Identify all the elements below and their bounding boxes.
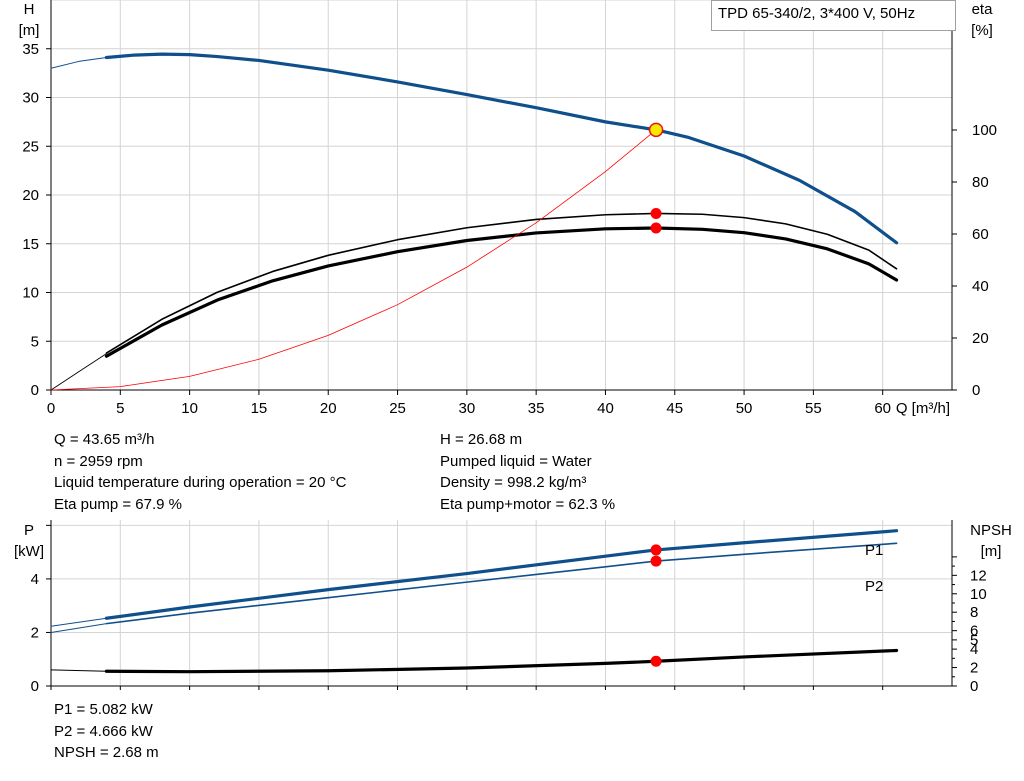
p-tick-label: 0 [31, 678, 39, 695]
npsh-tick-label: 2 [970, 660, 978, 677]
y-tick-label-right: 80 [972, 174, 989, 191]
x-tick-label: 40 [597, 400, 614, 417]
series-eta-total [104, 226, 899, 358]
x-tick-label: 30 [459, 400, 476, 417]
y-tick-label-right: 40 [972, 278, 989, 295]
npsh-value: NPSH = 2.68 m [54, 744, 159, 762]
p2-series-label: P2 [865, 578, 883, 595]
npsh-tick-label: 10 [970, 586, 987, 603]
liquid-temperature-value: Liquid temperature during operation = 20… [54, 474, 347, 492]
npsh-axis-title: NPSH [970, 522, 1012, 539]
info-top-left: Q = 43.65 m³/h n = 2959 rpm Liquid tempe… [54, 429, 346, 516]
x-tick-label: 5 [116, 400, 124, 417]
x-axis-label: Q [m³/h] [896, 400, 950, 417]
eta-total-value: Eta pump+motor = 62.3 % [440, 496, 616, 514]
series-H-ext [50, 57, 107, 69]
op-point-eta-pump [650, 207, 662, 219]
flow-value: Q = 43.65 m³/h [54, 431, 155, 448]
x-tick-label: 25 [389, 400, 406, 417]
npsh-tick-label: 4 [970, 641, 978, 658]
npsh-tick-label: 12 [970, 567, 987, 584]
y-tick-label-right: 60 [972, 226, 989, 243]
series-eta-pump [105, 212, 898, 354]
y-tick-label-left: 20 [22, 187, 39, 204]
npsh-tick-label: 5 [970, 632, 978, 649]
p1-value: P1 = 5.082 kW [54, 701, 153, 718]
series-eta-ext [50, 353, 107, 391]
p-axis-title: P [24, 522, 34, 539]
series-P1-ext [50, 617, 107, 627]
series-NPSH [104, 648, 899, 674]
pump-model-legend: TPD 65-340/2, 3*400 V, 50Hz [711, 0, 956, 31]
speed-value: n = 2959 rpm [54, 452, 143, 470]
eta-pump-value: Eta pump = 67.9 % [54, 496, 182, 514]
x-tick-label: 45 [666, 400, 683, 417]
x-tick-label: 0 [47, 400, 55, 417]
y-axis-unit-left: [m] [19, 22, 40, 39]
bottom-chart-grid [50, 520, 953, 686]
y-tick-label-left: 35 [22, 41, 39, 58]
head-value: H = 26.68 m [440, 431, 523, 448]
series-P1 [104, 529, 899, 620]
p-tick-label: 4 [31, 571, 39, 588]
y-axis-title-right: eta [972, 1, 994, 18]
p1-series-label: P1 [865, 542, 883, 559]
x-tick-label: 15 [251, 400, 268, 417]
series-P2-ext [50, 623, 107, 633]
series-H [104, 52, 899, 245]
pumped-liquid-value: Pumped liquid = Water [440, 452, 592, 470]
p-tick-label: 2 [31, 624, 39, 641]
y-tick-label-left: 30 [22, 90, 39, 107]
x-tick-label: 20 [320, 400, 337, 417]
y-tick-label-left: 0 [31, 382, 39, 399]
x-tick-label: 50 [736, 400, 753, 417]
series-P2 [105, 542, 898, 625]
op-point-p2 [650, 555, 662, 567]
x-tick-label: 60 [874, 400, 891, 417]
x-tick-label: 35 [528, 400, 545, 417]
info-top-right: H = 26.68 m Pumped liquid = Water Densit… [440, 429, 615, 516]
npsh-tick-label: 0 [970, 678, 978, 695]
y-tick-label-right: 20 [972, 330, 989, 347]
p2-value: P2 = 4.666 kW [54, 722, 153, 740]
npsh-tick-label: 8 [970, 604, 978, 621]
p-axis-unit: [kW] [14, 543, 44, 560]
npsh-tick-label: 6 [970, 623, 978, 640]
y-tick-label-left: 10 [22, 285, 39, 302]
y-tick-label-right: 100 [972, 122, 997, 139]
top-chart-grid [50, 0, 953, 390]
series-system-curve [50, 129, 657, 391]
info-bottom: P1 = 5.082 kW P2 = 4.666 kW NPSH = 2.68 … [54, 699, 159, 764]
op-point-head [648, 122, 664, 138]
y-tick-label-left: 15 [22, 236, 39, 253]
x-tick-label: 55 [805, 400, 822, 417]
x-tick-label: 10 [181, 400, 198, 417]
op-point-p1 [650, 544, 662, 556]
density-value: Density = 998.2 kg/m³ [440, 474, 587, 492]
npsh-axis-unit: [m] [981, 543, 1002, 560]
y-axis-unit-right: [%] [971, 22, 993, 39]
op-point-eta-total [650, 222, 662, 234]
series-NPSH-ext [50, 669, 107, 672]
y-tick-label-right: 0 [972, 382, 980, 399]
y-tick-label-left: 5 [31, 333, 39, 350]
y-axis-title-left: H [24, 1, 35, 18]
op-point-npsh [650, 655, 662, 667]
y-tick-label-left: 25 [22, 138, 39, 155]
